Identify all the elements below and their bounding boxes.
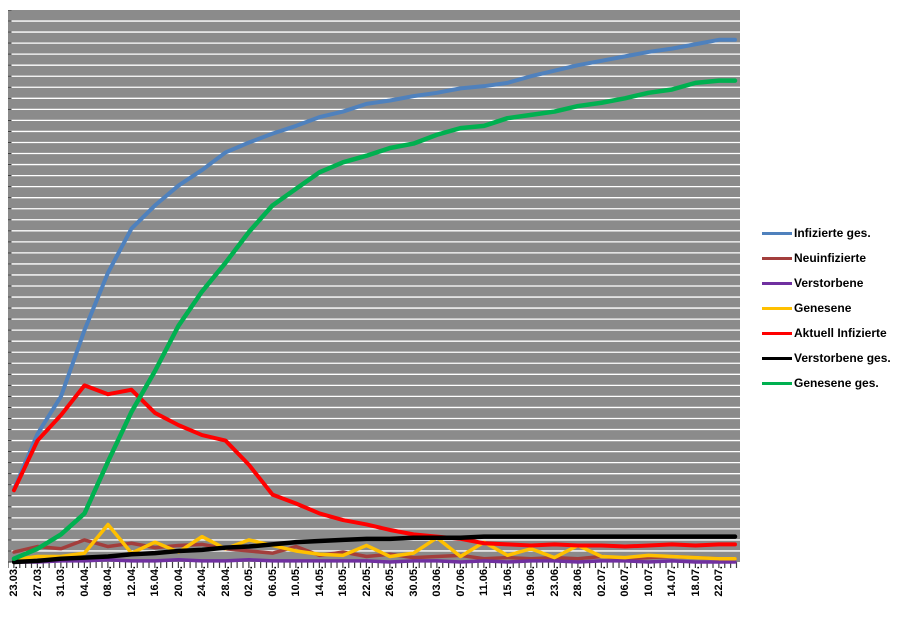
x-axis-label: 10.05. (290, 566, 302, 597)
legend-line-swatch (762, 256, 792, 260)
x-axis-label: 24.04. (196, 566, 208, 597)
x-axis-label: 12.04. (125, 566, 138, 597)
x-axis-label: 03.06. (431, 566, 443, 597)
x-axis-label: 06.07. (619, 566, 631, 597)
x-axis-label: 11.06. (478, 566, 490, 596)
x-axis-label: 28.04. (219, 566, 232, 597)
x-axis-label: 26.05. (384, 566, 396, 597)
x-axis-label: 30.05. (407, 566, 420, 597)
legend-line-swatch (762, 306, 792, 310)
series-line-aktuell-infizierte (12, 383, 737, 549)
series-line-genesene-ges (11, 78, 738, 561)
legend-item: Genesene ges. (762, 376, 891, 390)
x-axis-label: 28.06. (572, 566, 584, 597)
x-axis-label: 18.05. (337, 566, 349, 597)
legend-label: Infizierte ges. (794, 226, 871, 240)
x-axis-label: 22.05. (360, 566, 373, 597)
x-axis-label: 20.04. (172, 566, 185, 597)
x-axis-label: 07.06. (454, 566, 467, 597)
x-axis-label: 06.05. (266, 566, 279, 597)
x-axis-label: 22.07. (713, 566, 725, 597)
legend-label: Verstorbene ges. (794, 351, 891, 365)
x-axis-label: 02.05. (243, 566, 255, 597)
x-axis-label: 16.04. (149, 566, 161, 597)
legend-item: Genesene (762, 301, 891, 315)
legend-label: Genesene ges. (794, 376, 879, 390)
legend-item: Infizierte ges. (762, 226, 891, 240)
legend-line-swatch (762, 356, 792, 360)
x-axis-label: 04.04. (78, 566, 91, 597)
legend-item: Neuinfizierte (762, 251, 891, 265)
x-axis-label: 15.06. (501, 566, 514, 597)
legend-label: Neuinfizierte (794, 251, 867, 265)
legend-label: Genesene (794, 301, 852, 315)
legend-item: Verstorbene (762, 276, 891, 290)
series-line-infizierte-ges (12, 37, 737, 492)
x-axis-label: 31.03. (55, 566, 67, 597)
series-line-verstorbene-ges (11, 534, 738, 565)
series-line-verstorbene (12, 558, 737, 564)
legend-line-swatch (762, 281, 792, 285)
x-axis-label: 23.03. (8, 566, 20, 597)
x-axis-label: 19.06. (525, 566, 537, 597)
x-axis-label: 23.06. (548, 566, 561, 597)
x-axis-label: 27.03. (31, 566, 44, 597)
legend-label: Aktuell Infizierte (794, 326, 887, 340)
x-axis-label: 02.07. (595, 566, 608, 597)
series-line-genesene (12, 522, 737, 562)
chart-legend: Infizierte ges. Neuinfizierte Verstorbene G… (762, 226, 891, 401)
x-axis-label: 14.05. (313, 566, 326, 597)
plot-svg (8, 10, 740, 568)
legend-label: Verstorbene (794, 276, 864, 290)
legend-line-swatch (762, 381, 792, 385)
x-axis-label: 18.07. (689, 566, 702, 597)
legend-line-swatch (762, 331, 792, 335)
legend-item: Aktuell Infizierte (762, 326, 891, 340)
x-axis-label: 14.07. (666, 566, 678, 597)
legend-line-swatch (762, 231, 792, 235)
legend-item: Verstorbene ges. (762, 351, 891, 365)
x-axis-label: 10.07. (642, 566, 655, 597)
x-axis-label: 08.04. (102, 566, 114, 597)
